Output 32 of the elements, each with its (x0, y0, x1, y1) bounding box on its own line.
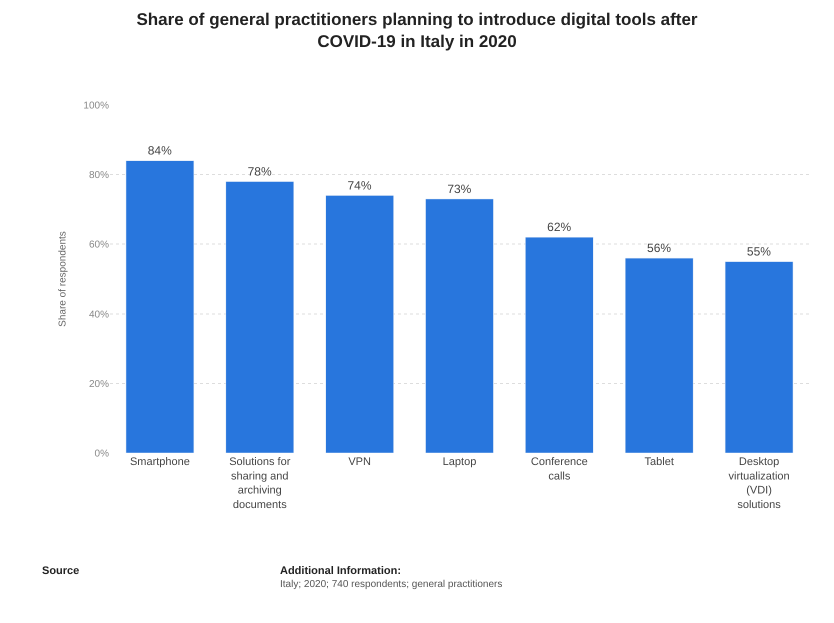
bar (625, 258, 694, 453)
x-tick-label: Laptop (442, 456, 476, 468)
text: Additional Information: (280, 565, 401, 577)
text: Italy; 2020; 740 respondents; general practitioners (280, 579, 502, 590)
y-tick-label: 40% (88, 309, 110, 320)
text: Source (42, 565, 80, 577)
data-label: 73% (447, 182, 472, 196)
data-label: 55% (746, 244, 772, 259)
y-tick-label: 60% (88, 240, 110, 251)
bar (724, 261, 794, 453)
data-label: 74% (347, 178, 372, 192)
bar (525, 236, 594, 453)
data-label: 78% (248, 164, 272, 179)
y-tick-label: 20% (88, 378, 110, 390)
data-label: 56% (647, 241, 672, 256)
y-tick-label: 0% (94, 448, 110, 460)
y-tick-label: 100% (83, 100, 110, 112)
data-label: 84% (148, 144, 172, 158)
y-tick-label: 80% (88, 170, 110, 182)
bar (226, 181, 294, 453)
y-axis-title: Share of respondents (57, 231, 68, 327)
x-tick-label: VPN (348, 456, 371, 468)
x-tick-label: Solutions for sharing and archiving documents (229, 456, 291, 511)
chart-title: Share of general practitioners planning to introduce digital tools after COVID-19 in Italy in 2020 (136, 10, 698, 52)
data-label: 62% (547, 220, 572, 234)
x-tick-label: Desktop virtualization (VDI) solutions (728, 456, 790, 511)
x-tick-label: Tablet (644, 456, 674, 468)
bar (425, 198, 494, 453)
x-tick-label: Conference calls (530, 456, 588, 482)
bar (126, 160, 194, 453)
bar (325, 195, 394, 453)
x-tick-label: Smartphone (130, 456, 190, 468)
